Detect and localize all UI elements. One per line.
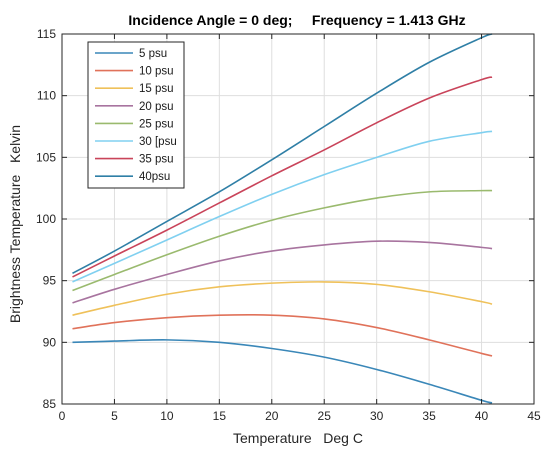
- y-tick-label: 115: [37, 27, 56, 41]
- series-line-2: [72, 314, 493, 357]
- legend-label: 30 [psu: [139, 136, 177, 148]
- x-tick-label: 10: [160, 409, 174, 423]
- x-tick-label: 45: [527, 409, 541, 423]
- x-tick-label: 5: [111, 409, 118, 423]
- y-tick-label: 110: [37, 89, 56, 103]
- series-line-1: [72, 339, 493, 404]
- legend-label: 25 psu: [139, 118, 174, 130]
- series-line-6: [72, 130, 493, 283]
- legend: 5 psu 10 psu 15 psu 20 psu 25 psu 30 [psu 35 p…: [87, 41, 185, 189]
- legend-label: 35 psu: [139, 154, 174, 166]
- series-line-5: [72, 189, 493, 292]
- legend-label: 40psu: [139, 171, 170, 183]
- y-tick-label: 85: [43, 397, 57, 411]
- y-tick-label: 105: [36, 150, 56, 164]
- legend-label: 5 psu: [139, 48, 167, 60]
- y-axis-label: Brightness Temperature Kelvin: [7, 125, 23, 323]
- y-tick-label: 100: [36, 212, 56, 226]
- legend-label: 10 psu: [139, 66, 174, 78]
- series-line-3: [72, 281, 493, 316]
- series-line-7: [72, 76, 493, 278]
- y-tick-label: 95: [43, 274, 57, 288]
- x-tick-label: 20: [265, 409, 279, 423]
- x-tick-label: 15: [213, 409, 227, 423]
- series-line-4: [72, 240, 493, 304]
- y-tick-label: 90: [43, 335, 57, 349]
- x-tick-label: 35: [422, 409, 436, 423]
- axis-ticks: 0 5 10 15 20 25 30 35 40 45 85 90 95 100 105 110 115: [36, 27, 541, 423]
- x-tick-label: 30: [370, 409, 384, 423]
- x-tick-label: 25: [318, 409, 332, 423]
- legend-label: 20 psu: [139, 101, 174, 113]
- series-line-8: [72, 33, 493, 274]
- x-tick-label: 0: [59, 409, 66, 423]
- legend-box: [87, 41, 185, 189]
- chart-title: Incidence Angle = 0 deg; Frequency = 1.4…: [128, 12, 465, 28]
- series-lines: [72, 33, 493, 404]
- legend-label: 15 psu: [139, 83, 174, 95]
- x-axis-label: Temperature Deg C: [233, 430, 363, 446]
- x-tick-label: 40: [475, 409, 489, 423]
